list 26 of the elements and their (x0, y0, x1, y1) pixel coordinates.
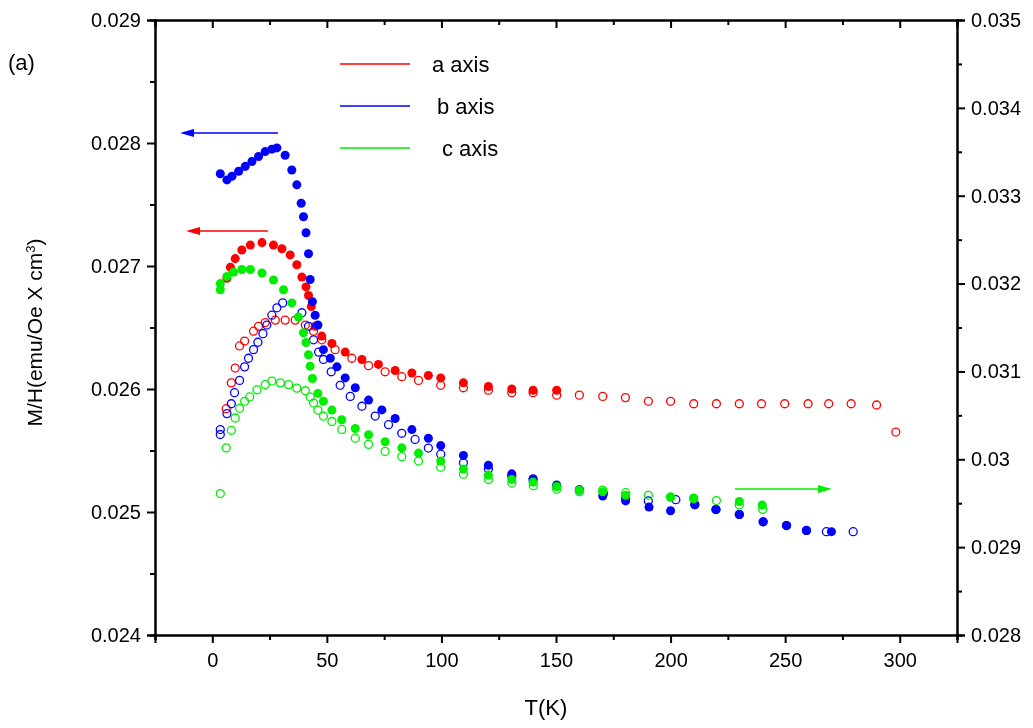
y2-tick-label: 0.035 (971, 8, 1022, 31)
x-tick-label: 0 (207, 649, 219, 672)
text: (a) (8, 50, 35, 75)
legend-label: c axis (442, 136, 499, 161)
x-tick-label: 100 (425, 649, 459, 672)
y2-tick-label: 0.03 (971, 448, 1010, 471)
y-tick-label: 0.027 (90, 254, 141, 277)
y2-tick-label: 0.029 (971, 536, 1022, 559)
y2-tick-label: 0.034 (971, 96, 1022, 119)
y2-tick-label: 0.028 (971, 623, 1022, 646)
legend-label: b axis (437, 94, 495, 119)
y-tick-label: 0.029 (90, 8, 141, 31)
legend-label: a axis (432, 52, 490, 77)
y-tick-label: 0.024 (90, 623, 141, 646)
x-axis-title: T(K) (524, 695, 568, 720)
x-tick-label: 300 (883, 649, 917, 672)
x-tick-label: 250 (768, 649, 803, 672)
y-tick-label: 0.026 (90, 377, 141, 400)
y2-tick-label: 0.032 (971, 272, 1022, 295)
y-tick-label: 0.025 (90, 500, 141, 523)
y-tick-label: 0.028 (90, 131, 141, 154)
x-tick-label: 200 (654, 649, 688, 672)
x-tick-label: 50 (316, 649, 339, 672)
x-tick-label: 150 (539, 649, 574, 672)
y2-tick-label: 0.033 (971, 184, 1022, 207)
y2-tick-label: 0.031 (971, 360, 1022, 383)
